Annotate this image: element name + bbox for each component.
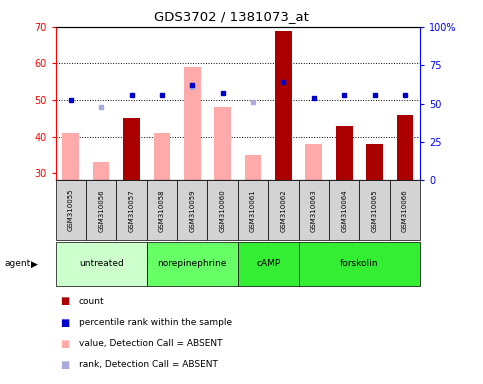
Text: cAMP: cAMP <box>256 260 281 268</box>
Text: GSM310058: GSM310058 <box>159 189 165 232</box>
Text: GDS3702 / 1381073_at: GDS3702 / 1381073_at <box>155 10 309 23</box>
Text: GSM310057: GSM310057 <box>128 189 135 232</box>
Text: percentile rank within the sample: percentile rank within the sample <box>79 318 232 327</box>
Bar <box>208 180 238 240</box>
Bar <box>298 180 329 240</box>
Text: forskolin: forskolin <box>340 260 379 268</box>
Text: GSM310061: GSM310061 <box>250 189 256 232</box>
Text: agent: agent <box>5 260 31 268</box>
Bar <box>268 180 298 240</box>
Bar <box>336 126 353 180</box>
Text: ▶: ▶ <box>31 260 38 268</box>
Bar <box>93 162 110 180</box>
Bar <box>154 133 170 180</box>
Bar <box>147 180 177 240</box>
Bar <box>359 180 390 240</box>
Bar <box>214 108 231 180</box>
Bar <box>298 242 420 286</box>
Bar <box>56 180 86 240</box>
Bar <box>56 242 147 286</box>
Text: rank, Detection Call = ABSENT: rank, Detection Call = ABSENT <box>79 360 218 369</box>
Bar <box>238 242 298 286</box>
Text: ■: ■ <box>60 296 70 306</box>
Bar <box>147 242 238 286</box>
Bar <box>397 115 413 180</box>
Bar <box>86 180 116 240</box>
Bar <box>366 144 383 180</box>
Bar <box>238 180 268 240</box>
Text: untreated: untreated <box>79 260 124 268</box>
Bar <box>329 180 359 240</box>
Text: ■: ■ <box>60 360 70 370</box>
Text: GSM310055: GSM310055 <box>68 189 74 232</box>
Text: GSM310064: GSM310064 <box>341 189 347 232</box>
Text: ■: ■ <box>60 339 70 349</box>
Bar <box>123 118 140 180</box>
Bar <box>177 180 208 240</box>
Bar <box>305 144 322 180</box>
Text: norepinephrine: norepinephrine <box>157 260 227 268</box>
Text: GSM310062: GSM310062 <box>281 189 286 232</box>
Text: count: count <box>79 297 104 306</box>
Bar <box>184 67 200 180</box>
Text: GSM310065: GSM310065 <box>371 189 378 232</box>
Text: GSM310059: GSM310059 <box>189 189 195 232</box>
Bar <box>62 133 79 180</box>
Bar <box>275 31 292 180</box>
Text: GSM310066: GSM310066 <box>402 189 408 232</box>
Text: value, Detection Call = ABSENT: value, Detection Call = ABSENT <box>79 339 222 348</box>
Text: GSM310060: GSM310060 <box>220 189 226 232</box>
Text: ■: ■ <box>60 318 70 328</box>
Bar <box>116 180 147 240</box>
Text: GSM310056: GSM310056 <box>98 189 104 232</box>
Bar <box>390 180 420 240</box>
Bar <box>245 155 261 180</box>
Text: GSM310063: GSM310063 <box>311 189 317 232</box>
